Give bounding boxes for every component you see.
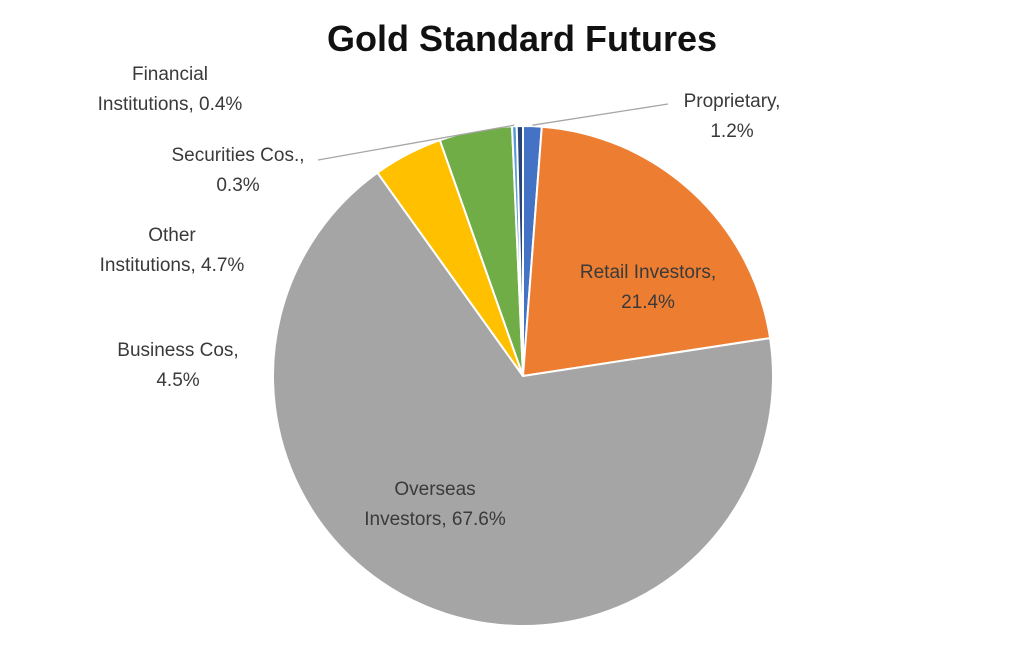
leader-line — [532, 103, 669, 126]
pie-slice-overseas-investors — [272, 171, 774, 627]
data-label: Retail Investors, 21.4% — [580, 262, 716, 313]
data-label: Business Cos, 4.5% — [117, 340, 238, 391]
pie-slice-financial-institutions — [515, 124, 524, 377]
data-label: Financial Institutions, 0.4% — [98, 64, 243, 115]
data-label: Proprietary, 1.2% — [684, 91, 781, 142]
pie-slice-retail-investors — [521, 125, 772, 378]
data-label: Overseas Investors, 67.6% — [364, 479, 506, 530]
chart-title: Gold Standard Futures — [326, 18, 718, 59]
data-label: Other Institutions, 4.7% — [100, 225, 245, 276]
data-label: Securities Cos., 0.3% — [171, 145, 304, 196]
leader-line — [317, 124, 515, 161]
